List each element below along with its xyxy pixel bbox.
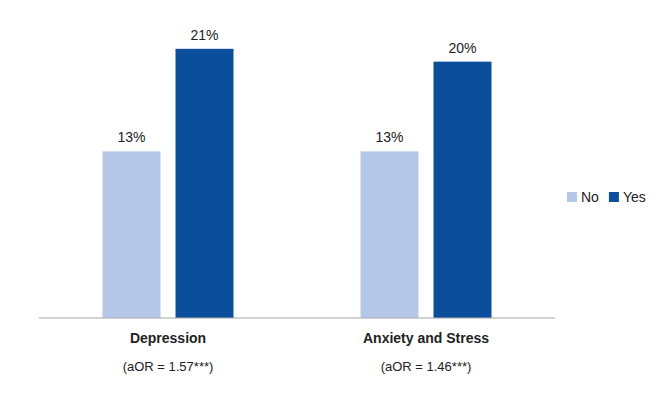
data-label: 13% <box>117 129 145 145</box>
x-axis <box>39 318 555 319</box>
bar <box>361 151 419 318</box>
bar <box>434 62 492 318</box>
category-note: (aOR = 1.46***) <box>381 359 472 374</box>
legend-swatch <box>609 192 619 202</box>
category-label: Anxiety and Stress <box>363 330 489 346</box>
legend-swatch <box>567 192 577 202</box>
legend-label: No <box>581 189 599 205</box>
data-label: 21% <box>190 27 218 43</box>
legend-label: Yes <box>623 189 646 205</box>
data-labels: 13% 13% 21% 20% <box>117 27 476 146</box>
data-label: 20% <box>448 40 476 56</box>
category-note: (aOR = 1.57***) <box>123 359 214 374</box>
category-label: Depression <box>130 330 206 346</box>
bar <box>103 151 161 318</box>
data-label: 13% <box>375 129 403 145</box>
bar <box>176 49 234 318</box>
bars <box>103 49 492 318</box>
chart: 13% 13% 21% 20% Depression (aOR = 1.57***) Anx… <box>0 0 661 400</box>
legend: No Yes <box>567 189 646 205</box>
